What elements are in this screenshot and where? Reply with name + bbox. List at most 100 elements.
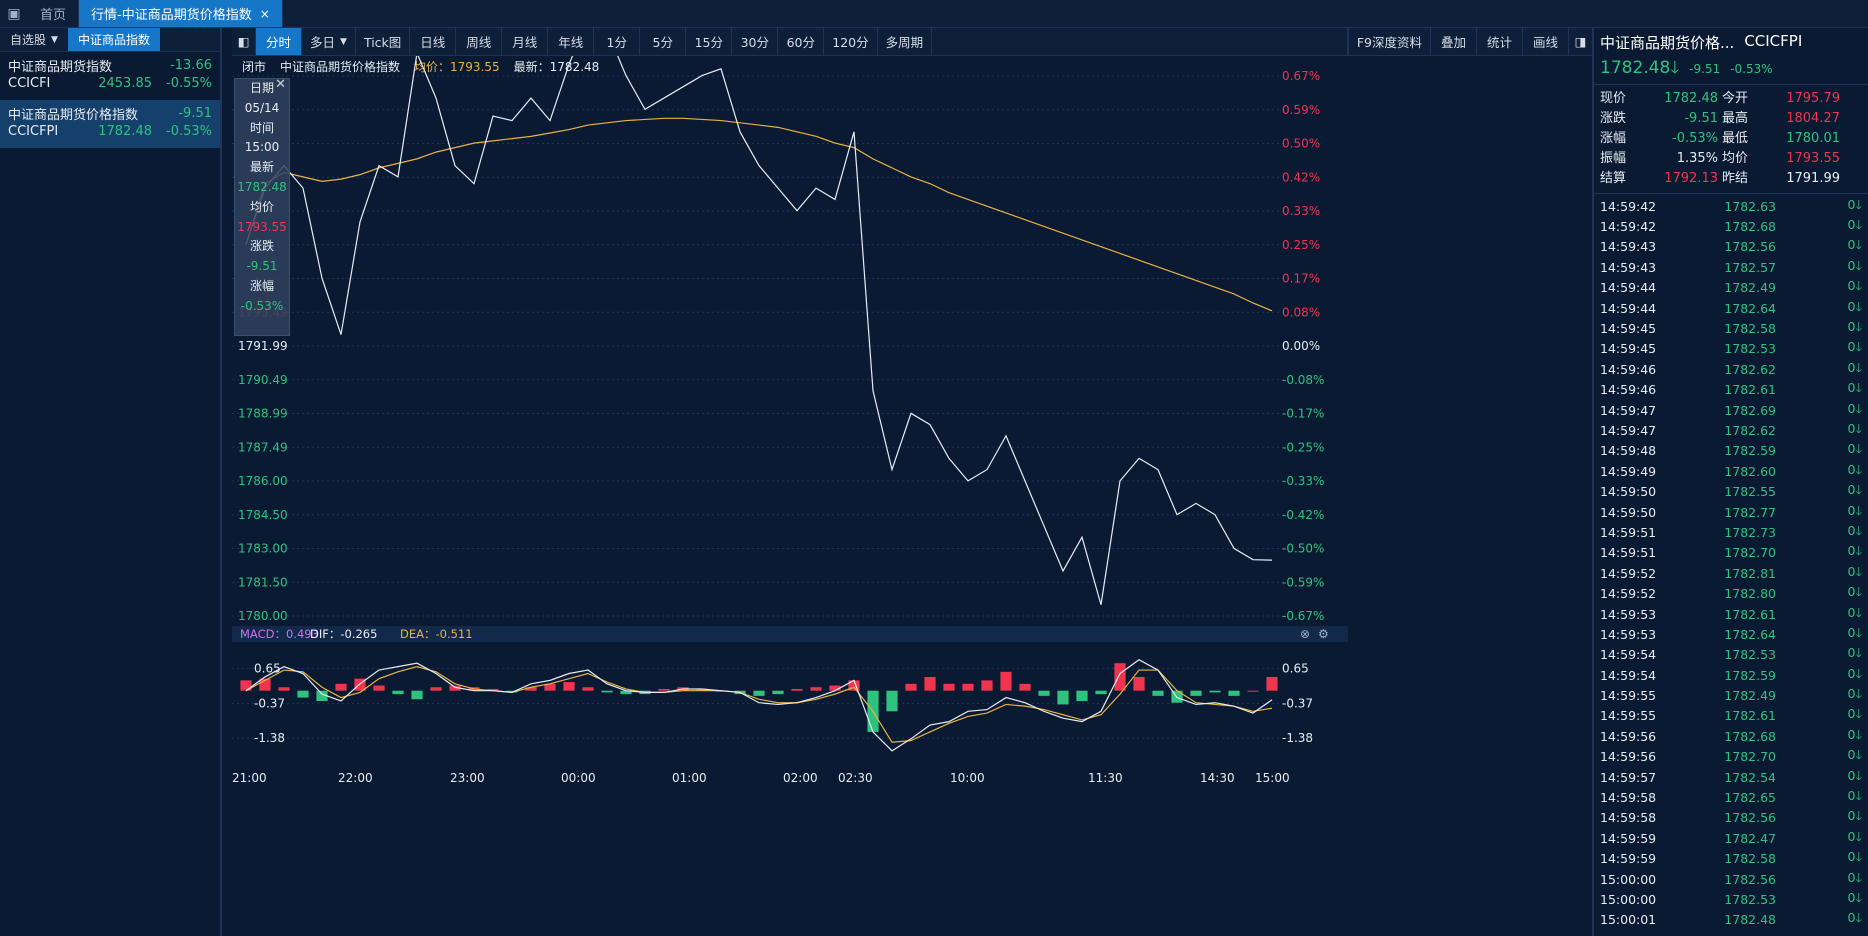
period-60min[interactable]: 60分 xyxy=(778,28,825,55)
close-icon[interactable]: ✕ xyxy=(275,77,286,92)
period-label: 月线 xyxy=(512,35,538,50)
tab-quote[interactable]: 行情-中证商品期货价格指数 × xyxy=(79,0,283,27)
draw-button[interactable]: 画线 xyxy=(1522,28,1568,55)
panel-collapse-icon[interactable]: ◨ xyxy=(1568,28,1592,55)
x-tick: 02:00 xyxy=(783,771,818,785)
macd-bar xyxy=(924,676,936,691)
quote-label: 振幅 xyxy=(1600,151,1627,166)
tick-volume: 0🡓 xyxy=(1847,808,1862,824)
y-tick-right: -0.17% xyxy=(1282,407,1324,421)
tick-price: 1782.70 xyxy=(1724,749,1776,765)
quote-label: 涨跌 xyxy=(1600,111,1627,126)
tooltip-row: 15:00 xyxy=(244,140,280,155)
tab-home[interactable]: 首页 xyxy=(28,0,80,27)
period-120min[interactable]: 120分 xyxy=(824,28,878,55)
tick-row: 14:59:55 1782.61 0🡓 xyxy=(1600,706,1862,726)
quote-label: 结算 xyxy=(1600,171,1627,186)
close-icon[interactable]: ⊗ xyxy=(1300,627,1310,641)
button-label: 叠加 xyxy=(1440,35,1466,50)
period-5min[interactable]: 5分 xyxy=(640,28,687,55)
tick-time: 14:59:56 xyxy=(1600,728,1657,744)
tick-list[interactable]: 14:59:42 1782.63 0🡓 14:59:42 1782.68 0🡓 14:59:… xyxy=(1594,194,1868,932)
macd-bar xyxy=(981,680,993,691)
tick-time: 14:59:49 xyxy=(1600,463,1657,479)
x-tick: 02:30 xyxy=(838,771,873,785)
tab-watchlist[interactable]: 自选股 ▼ xyxy=(0,28,68,51)
tick-row: 14:59:44 1782.64 0🡓 xyxy=(1600,298,1862,318)
tick-volume: 0🡓 xyxy=(1847,767,1862,783)
tooltip-row: 时间 xyxy=(249,120,274,135)
y-tick-left: 1788.99 xyxy=(238,407,288,421)
sidebar-toggle-icon[interactable]: ▣ xyxy=(7,5,21,22)
tick-volume: 0🡓 xyxy=(1847,563,1862,579)
tick-time: 14:59:47 xyxy=(1600,422,1657,438)
stats-button[interactable]: 统计 xyxy=(1476,28,1522,55)
close-icon[interactable]: × xyxy=(259,6,270,21)
macd-bar xyxy=(1057,690,1069,705)
period-30min[interactable]: 30分 xyxy=(732,28,779,55)
tick-price: 1782.59 xyxy=(1724,667,1776,683)
macd-bar xyxy=(449,685,461,691)
tick-time: 14:59:44 xyxy=(1600,300,1657,316)
tick-row: 14:59:51 1782.73 0🡓 xyxy=(1600,522,1862,542)
tooltip-row: 1782.48 xyxy=(237,179,287,194)
tick-volume: 0🡓 xyxy=(1847,196,1862,212)
f9-depth-button[interactable]: F9深度资料 xyxy=(1347,28,1430,55)
tick-price: 1782.53 xyxy=(1724,891,1776,907)
tick-row: 15:00:01 1782.48 0🡓 xyxy=(1600,910,1862,930)
watchlist-item-ccicfi[interactable]: 中证商品期货指数 -13.66 CCICFI 2453.85 -0.55% xyxy=(0,52,220,100)
price-line xyxy=(245,56,1273,605)
instrument-code: CCICFPI xyxy=(1744,32,1803,50)
macd-bar xyxy=(582,687,594,691)
period-intraday[interactable]: 分时 xyxy=(256,28,302,55)
period-daily[interactable]: 日线 xyxy=(410,28,457,55)
period-1min[interactable]: 1分 xyxy=(594,28,641,55)
chevron-down-icon: ▼ xyxy=(51,34,58,45)
tick-time: 14:59:57 xyxy=(1600,769,1657,785)
tick-volume: 0🡓 xyxy=(1847,686,1862,702)
tick-row: 14:59:42 1782.63 0🡓 xyxy=(1600,196,1862,216)
macd-bar xyxy=(1209,690,1221,693)
macd-bar xyxy=(487,688,499,691)
period-tick[interactable]: Tick图 xyxy=(356,28,411,55)
period-multi[interactable]: 多周期 xyxy=(878,28,933,55)
macd-legend: DIF：-0.265 xyxy=(310,627,377,641)
gear-icon[interactable]: ⚙ xyxy=(1318,627,1329,641)
item-price: 2453.85 xyxy=(98,75,152,91)
period-yearly[interactable]: 年线 xyxy=(548,28,595,55)
tick-volume: 0🡓 xyxy=(1847,910,1862,926)
macd-legend: MACD：0.493 xyxy=(240,627,319,641)
period-weekly[interactable]: 周线 xyxy=(456,28,503,55)
tick-row: 14:59:51 1782.70 0🡓 xyxy=(1600,543,1862,563)
macd-bar xyxy=(1190,690,1202,696)
toolbar-spacer xyxy=(932,28,1348,55)
period-15min[interactable]: 15分 xyxy=(686,28,733,55)
tab-commodity-index[interactable]: 中证商品指数 xyxy=(67,28,160,51)
tick-row: 14:59:43 1782.56 0🡓 xyxy=(1600,237,1862,257)
x-tick: 11:30 xyxy=(1088,771,1123,785)
period-multiday[interactable]: 多日 ▼ xyxy=(302,28,356,55)
panel-toggle-icon[interactable]: ◧ xyxy=(232,28,256,55)
tick-price: 1782.64 xyxy=(1724,300,1776,316)
tick-time: 14:59:51 xyxy=(1600,545,1657,561)
tick-volume: 0🡓 xyxy=(1847,849,1862,865)
y-tick-left: 1780.00 xyxy=(238,609,288,623)
tick-price: 1782.64 xyxy=(1724,626,1776,642)
x-tick: 21:00 xyxy=(232,771,267,785)
tick-time: 15:00:00 xyxy=(1600,871,1657,887)
button-label: 统计 xyxy=(1486,35,1512,50)
tick-row: 14:59:46 1782.61 0🡓 xyxy=(1600,380,1862,400)
watchlist-tabs: 自选股 ▼ 中证商品指数 xyxy=(0,28,220,52)
macd-y-tick-right: 0.65 xyxy=(1282,661,1309,675)
macd-bar xyxy=(753,690,765,696)
price-pct: -0.53% xyxy=(1730,62,1773,76)
tick-row: 14:59:45 1782.58 0🡓 xyxy=(1600,318,1862,338)
overlay-button[interactable]: 叠加 xyxy=(1430,28,1476,55)
tick-volume: 0🡓 xyxy=(1847,461,1862,477)
y-tick-left: 1787.49 xyxy=(238,440,288,454)
tick-row: 14:59:43 1782.57 0🡓 xyxy=(1600,257,1862,277)
macd-bar xyxy=(1076,690,1088,701)
watchlist-item-ccicfpi[interactable]: 中证商品期货价格指数 -9.51 CCICFPI 1782.48 -0.53% xyxy=(0,100,220,148)
period-monthly[interactable]: 月线 xyxy=(502,28,549,55)
